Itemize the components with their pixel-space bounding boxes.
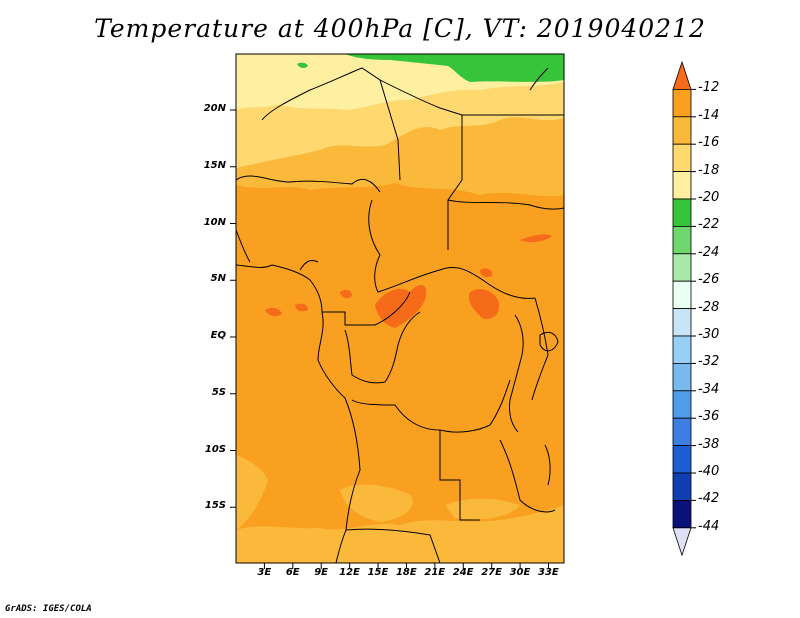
colorbar-swatch — [672, 198, 692, 227]
map-title: Temperature at 400hPa [C], VT: 201904021… — [94, 14, 706, 43]
lon-label: 27E — [481, 567, 502, 578]
grads-credit: GrADS: IGES/COLA — [5, 604, 92, 614]
field-warm-patch-3 — [340, 289, 352, 299]
colorbar-top-triangle — [672, 60, 692, 90]
field-warm-patch-4 — [265, 307, 282, 317]
lat-label: 15N — [203, 159, 226, 171]
colorbar-label: -28 — [698, 299, 720, 315]
coast-red-sea — [529, 67, 549, 91]
border-nigeria-cam — [299, 259, 319, 271]
colorbar-swatch — [672, 116, 692, 145]
lake-victoria — [539, 331, 559, 352]
colorbar-swatch — [672, 499, 692, 529]
lon-label: 18E — [395, 567, 417, 578]
colorbar-label: -16 — [698, 135, 720, 151]
lake-malawi — [544, 444, 551, 486]
lon-label: 21E — [424, 567, 446, 578]
colorbar-label: -26 — [698, 272, 720, 288]
lon-label: 3E — [257, 567, 272, 578]
lon-label: 12E — [339, 567, 360, 578]
field-south-band — [236, 505, 564, 563]
border-namibia — [345, 528, 441, 563]
colorbar-swatch — [672, 308, 692, 337]
colorbar-label: -30 — [698, 327, 720, 342]
lon-label: 24E — [452, 567, 474, 578]
colorbar-swatch — [672, 89, 692, 118]
colorbar-swatch — [672, 472, 692, 501]
colorbar-label: -14 — [698, 107, 720, 123]
country-borders — [236, 67, 564, 563]
temperature-field — [236, 54, 564, 563]
border-north-2 — [379, 79, 463, 250]
lon-label: 33E — [538, 567, 559, 578]
lon-label: 30E — [509, 567, 531, 578]
field-warm-patch-2 — [468, 289, 500, 319]
colorbar-swatch — [672, 417, 692, 447]
lake-tanganyika — [509, 314, 524, 433]
colorbar-label: -34 — [698, 381, 720, 397]
colorbar-swatch — [672, 335, 692, 364]
colorbar-swatch — [672, 280, 692, 310]
lat-label: 5N — [210, 273, 226, 285]
field-band-22-speck — [297, 62, 308, 69]
border-angola-zambia — [439, 430, 480, 521]
border-cameroon-gabon — [322, 291, 411, 326]
colorbar-swatch — [672, 390, 692, 419]
field-band-22 — [345, 54, 564, 82]
lat-label: 20N — [203, 103, 226, 114]
colorbar-label: -22 — [698, 217, 720, 233]
border-east — [531, 297, 549, 401]
colorbar-label: -12 — [698, 80, 720, 96]
colorbar-label: -32 — [698, 354, 720, 370]
border-congo — [344, 311, 421, 384]
lat-label: EQ — [210, 330, 226, 341]
lon-label: 9E — [314, 567, 329, 578]
field-south-patch-3 — [445, 498, 520, 520]
colorbar-swatch — [672, 143, 692, 172]
border-north-1 — [261, 67, 401, 181]
colorbar-label: -20 — [698, 190, 720, 205]
colorbar-swatch — [672, 171, 692, 200]
field-south-patch-1 — [236, 455, 268, 530]
colorbar-bottom-triangle — [672, 527, 692, 557]
lat-label: 5S — [211, 386, 226, 398]
colorbar-label: -18 — [698, 162, 720, 178]
colorbar-swatch — [672, 362, 692, 392]
colorbar-swatch — [672, 445, 692, 474]
coastline-west — [236, 264, 361, 563]
border-car — [368, 199, 536, 299]
border-sahel — [236, 175, 381, 193]
border-westbulge — [236, 229, 251, 263]
border-zambia-moz — [499, 439, 556, 513]
field-south-patch-2 — [340, 484, 413, 522]
colorbar-swatch — [672, 253, 692, 282]
lat-label: 15S — [204, 500, 226, 512]
colorbar-swatch — [672, 225, 692, 255]
colorbar — [672, 60, 696, 557]
field-warm-patch-5 — [295, 303, 308, 312]
colorbar-label: -36 — [698, 409, 720, 425]
colorbar-label: -44 — [698, 518, 720, 534]
colorbar-label: -40 — [698, 464, 720, 479]
lon-label: 6E — [285, 567, 300, 578]
colorbar-label: -24 — [698, 244, 720, 260]
map-frame — [235, 53, 565, 564]
border-sudan — [447, 199, 564, 210]
lon-label: 15E — [367, 567, 389, 578]
axis-ticks — [230, 109, 550, 569]
lat-label: 10S — [204, 443, 226, 455]
colorbar-label: -42 — [698, 491, 720, 507]
field-warm-patch-6 — [480, 268, 493, 278]
colorbar-label: -38 — [698, 436, 720, 452]
field-warm-patch-7 — [520, 234, 552, 243]
lat-label: 10N — [203, 216, 226, 228]
